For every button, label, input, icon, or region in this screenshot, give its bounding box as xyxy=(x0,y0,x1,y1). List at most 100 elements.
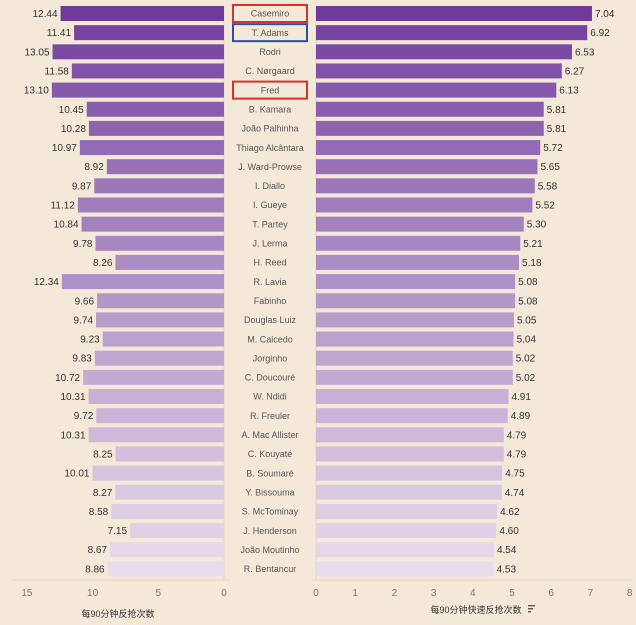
left-bar[interactable] xyxy=(96,408,224,424)
left-bar[interactable] xyxy=(115,446,224,462)
left-bar[interactable] xyxy=(115,484,224,500)
left-value-label: 13.05 xyxy=(24,47,49,58)
right-x-axis: 0 1 2 3 4 5 6 7 8 xyxy=(312,579,633,599)
right-bar[interactable] xyxy=(316,274,516,290)
left-bar[interactable] xyxy=(97,293,224,309)
player-name: R. Freuler xyxy=(250,411,290,421)
sort-descending-icon[interactable] xyxy=(528,605,535,613)
player-name: R. Bentancur xyxy=(244,564,297,574)
player-name: I. Gueye xyxy=(253,200,287,210)
right-panel-fast-counterpress: 7.04 6.92 6.53 6.27 6.13 5.81 5.81 5.72 5.65 5.58… xyxy=(315,6,615,580)
right-bar[interactable] xyxy=(316,82,557,98)
left-bar[interactable] xyxy=(88,389,224,404)
left-bar[interactable] xyxy=(96,312,224,328)
right-bar[interactable] xyxy=(316,25,588,41)
left-bar[interactable] xyxy=(94,350,224,366)
right-bar[interactable] xyxy=(316,446,504,462)
left-x-axis: 15 10 5 0 xyxy=(12,579,230,599)
left-bar[interactable] xyxy=(107,561,224,577)
right-bar[interactable] xyxy=(316,293,516,309)
left-bar[interactable] xyxy=(86,101,224,117)
left-bar[interactable] xyxy=(83,369,225,385)
right-bar[interactable] xyxy=(316,159,538,175)
right-value-label: 5.58 xyxy=(538,181,558,192)
left-bar[interactable] xyxy=(52,44,225,60)
right-value-label: 4.53 xyxy=(497,564,517,575)
left-bar[interactable] xyxy=(110,542,224,558)
player-name: J. Ward-Prowse xyxy=(238,162,302,172)
highlight-box xyxy=(232,80,308,100)
right-bar[interactable] xyxy=(316,120,544,136)
left-bar[interactable] xyxy=(102,331,224,347)
player-name: Douglas Luiz xyxy=(244,315,297,325)
left-value-label: 11.58 xyxy=(45,66,70,77)
right-bar[interactable] xyxy=(316,101,544,117)
right-bar[interactable] xyxy=(316,542,494,558)
player-name: Jorginho xyxy=(253,353,288,363)
left-panel-counterpress: 12.44 11.41 13.05 11.58 13.10 10.45 10.28 10.97… xyxy=(24,6,225,580)
right-value-label: 4.89 xyxy=(511,411,531,422)
highlight-box xyxy=(232,4,308,23)
player-name: I. Diallo xyxy=(255,181,285,191)
left-value-label: 10.45 xyxy=(59,105,84,116)
player-name: B. Soumaré xyxy=(246,468,294,478)
left-value-label: 9.87 xyxy=(72,181,92,192)
left-bar[interactable] xyxy=(79,140,224,156)
left-value-label: 8.27 xyxy=(93,488,113,499)
right-bar[interactable] xyxy=(316,389,509,404)
left-bar[interactable] xyxy=(51,82,225,98)
left-bar[interactable] xyxy=(60,6,225,21)
right-bar[interactable] xyxy=(316,178,535,194)
right-bar[interactable] xyxy=(316,369,513,385)
left-bar[interactable] xyxy=(92,465,224,481)
right-bar[interactable] xyxy=(316,331,514,347)
right-bar[interactable] xyxy=(316,216,524,232)
left-bar[interactable] xyxy=(88,120,224,136)
right-bar[interactable] xyxy=(316,350,513,366)
right-bar[interactable] xyxy=(316,561,494,577)
left-bar[interactable] xyxy=(88,427,224,443)
right-tick-label: 3 xyxy=(431,588,437,599)
right-bar[interactable] xyxy=(316,465,503,481)
left-value-label: 10.28 xyxy=(61,124,86,135)
left-bar[interactable] xyxy=(77,197,224,213)
right-bar[interactable] xyxy=(316,254,520,270)
left-value-label: 12.34 xyxy=(34,277,59,288)
right-bar[interactable] xyxy=(316,6,592,21)
right-value-label: 5.81 xyxy=(547,105,567,116)
right-value-label: 5.04 xyxy=(517,335,537,346)
left-bar[interactable] xyxy=(61,274,224,290)
left-value-label: 9.83 xyxy=(72,354,92,365)
right-value-label: 4.62 xyxy=(500,507,520,518)
right-bar[interactable] xyxy=(316,408,508,424)
left-value-label: 8.67 xyxy=(88,545,108,556)
right-tick-label: 2 xyxy=(392,588,398,599)
left-bar[interactable] xyxy=(95,235,224,251)
right-value-label: 5.08 xyxy=(518,277,538,288)
player-name: J. Lerma xyxy=(252,239,287,249)
left-axis-title: 每90分钟反抢次数 xyxy=(81,608,154,619)
left-bar[interactable] xyxy=(74,25,224,41)
right-bar[interactable] xyxy=(316,140,541,156)
left-bar[interactable] xyxy=(130,523,224,539)
left-bar[interactable] xyxy=(111,503,224,519)
left-bar[interactable] xyxy=(115,254,224,270)
right-bar[interactable] xyxy=(316,235,521,251)
right-bar[interactable] xyxy=(316,44,572,60)
player-name: Thiago Alcântara xyxy=(236,143,304,153)
left-value-label: 8.58 xyxy=(89,507,109,518)
right-bar[interactable] xyxy=(316,312,514,328)
right-bar[interactable] xyxy=(316,427,504,443)
right-bar[interactable] xyxy=(316,197,533,213)
left-bar[interactable] xyxy=(94,178,224,194)
left-value-label: 9.23 xyxy=(80,335,100,346)
left-bar[interactable] xyxy=(106,159,224,175)
right-bar[interactable] xyxy=(316,484,502,500)
left-value-label: 10.31 xyxy=(60,392,85,403)
left-bar[interactable] xyxy=(81,216,224,232)
right-bar[interactable] xyxy=(316,523,497,539)
right-bar[interactable] xyxy=(316,63,562,79)
right-bar[interactable] xyxy=(316,503,498,519)
left-bar[interactable] xyxy=(71,63,224,79)
player-name: T. Adams xyxy=(251,28,289,38)
